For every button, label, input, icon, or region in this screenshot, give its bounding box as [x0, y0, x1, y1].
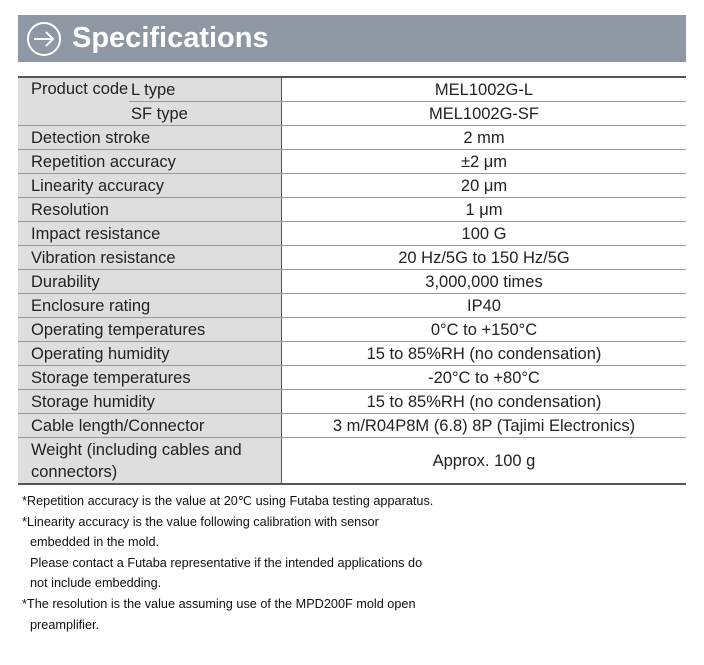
row-value: -20°C to +80°C	[281, 365, 686, 390]
row-label: Linearity accuracy	[18, 173, 282, 198]
row-value: 3 m/R04P8M (6.8) 8P (Tajimi Electronics)	[281, 413, 686, 438]
note: Please contact a Futaba representative i…	[30, 555, 423, 591]
row: Operating temperatures 0°C to +150°C	[18, 317, 686, 342]
row: Storage temperatures -20°C to +80°C	[18, 365, 686, 390]
row-label: Detection stroke	[18, 125, 282, 150]
row: Impact resistance 100 G	[18, 221, 686, 246]
row: Durability 3,000,000 times	[18, 269, 686, 294]
row: Operating humidity 15 to 85%RH (no conden…	[18, 341, 686, 366]
row-label: Cable length/Connector	[18, 413, 282, 438]
header-banner: Specifications	[18, 15, 686, 62]
row: Storage humidity 15 to 85%RH (no condensa…	[18, 389, 686, 414]
row-label: Operating humidity	[18, 341, 282, 366]
row-value: 100 G	[281, 221, 686, 246]
row-label: Impact resistance	[18, 221, 282, 246]
row: SF type MEL1002G-SF	[18, 101, 686, 126]
row-value: 20 Hz/5G to 150 Hz/5G	[281, 245, 686, 270]
row-sublabel: L type	[129, 76, 282, 102]
row: Cable length/Connector 3 m/R04P8M (6.8) 8…	[18, 413, 686, 438]
note: *The resolution is the value assuming us…	[22, 596, 416, 632]
row: Linearity accuracy 20 μm	[18, 173, 686, 198]
row-label: Enclosure rating	[18, 293, 282, 318]
row-label: Durability	[18, 269, 282, 294]
row: Enclosure rating IP40	[18, 293, 686, 318]
title: Specifications	[72, 22, 269, 54]
row-sublabel: SF type	[129, 101, 282, 126]
row: Resolution 1 μm	[18, 197, 686, 222]
row-value: 0°C to +150°C	[281, 317, 686, 342]
row-label: Product code	[18, 76, 129, 126]
note: *Repetition accuracy is the value at 20℃…	[22, 494, 434, 508]
arrow-icon	[27, 22, 61, 56]
row-label: Storage humidity	[18, 389, 282, 414]
row: Vibration resistance 20 Hz/5G to 150 Hz/5…	[18, 245, 686, 270]
spec-table: Product code L type MEL1002G-L SF type MEL10…	[18, 76, 686, 485]
row-label: Vibration resistance	[18, 245, 282, 270]
row-value: 15 to 85%RH (no condensation)	[281, 389, 686, 414]
row-label: Weight (including cables and connectors)	[18, 437, 282, 485]
row-label: Storage temperatures	[18, 365, 282, 390]
row-value: 2 mm	[281, 125, 686, 150]
note: *Linearity accuracy is the value followi…	[22, 514, 379, 550]
row: Detection stroke 2 mm	[18, 125, 686, 150]
row-value: ±2 μm	[281, 149, 686, 174]
row-label: Repetition accuracy	[18, 149, 282, 174]
row-value: 20 μm	[281, 173, 686, 198]
row-value: MEL1002G-L	[281, 76, 686, 102]
row-value: 15 to 85%RH (no condensation)	[281, 341, 686, 366]
row-value: 3,000,000 times	[281, 269, 686, 294]
notes: *Repetition accuracy is the value at 20℃…	[22, 491, 442, 635]
row: Repetition accuracy ±2 μm	[18, 149, 686, 174]
row-label: Resolution	[18, 197, 282, 222]
row: Weight (including cables and connectors)…	[18, 437, 686, 485]
row: Product code L type MEL1002G-L	[18, 76, 686, 126]
row-value: 1 μm	[281, 197, 686, 222]
row-label: Operating temperatures	[18, 317, 282, 342]
row-value: MEL1002G-SF	[281, 101, 686, 126]
row-value: IP40	[281, 293, 686, 318]
row-value: Approx. 100 g	[281, 437, 686, 485]
